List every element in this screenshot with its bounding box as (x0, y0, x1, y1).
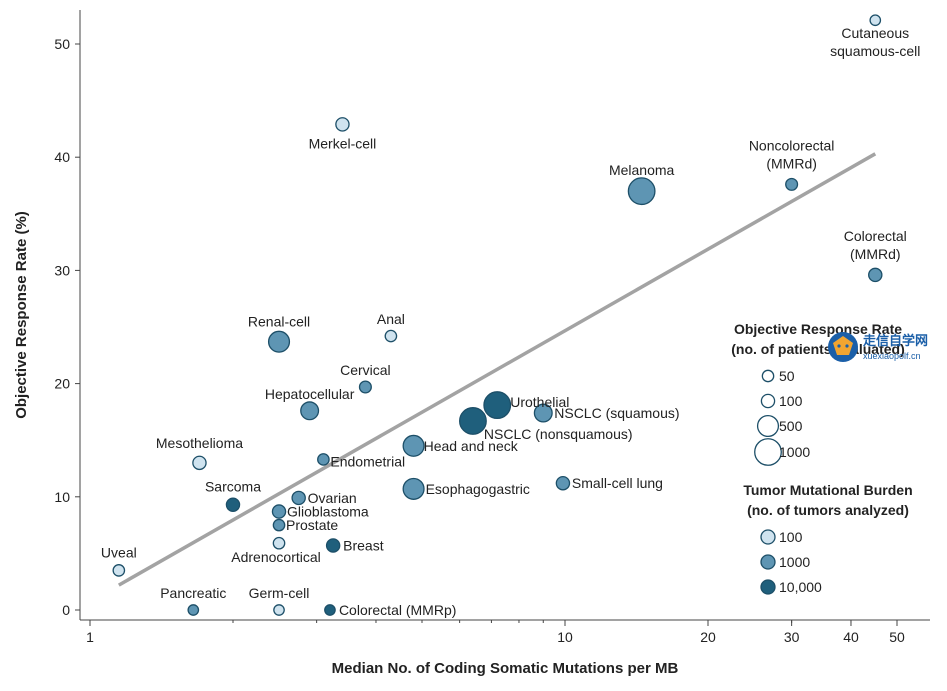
y-axis-title: Objective Response Rate (%) (13, 211, 30, 419)
point-label: Urothelial (510, 394, 569, 410)
y-tick-label: 10 (54, 489, 70, 505)
point-label: Cervical (340, 362, 391, 378)
legend-size-marker (754, 438, 782, 466)
legend-color-label: 1000 (779, 554, 810, 570)
data-point (335, 117, 350, 132)
point-label: Adrenocortical (231, 549, 321, 565)
point-label: Prostate (286, 517, 338, 533)
point-label: Cutaneous squamous-cell (830, 25, 920, 59)
x-tick-label: 1 (86, 629, 94, 645)
data-point (785, 177, 799, 191)
point-label: NSCLC (nonsquamous) (484, 426, 633, 442)
x-axis-title: Median No. of Coding Somatic Mutations p… (332, 660, 679, 677)
legend-size-title: Objective Response Rate (734, 321, 902, 337)
data-point (555, 475, 571, 491)
data-point (273, 604, 285, 616)
data-point (402, 477, 425, 500)
data-point (300, 401, 320, 421)
point-label: Glioblastoma (287, 504, 369, 520)
x-tick-label: 10 (557, 629, 573, 645)
data-point (869, 14, 882, 27)
point-label: Mesothelioma (156, 435, 243, 451)
point-label: Germ-cell (249, 585, 310, 601)
point-label: Anal (377, 311, 405, 327)
point-label: Endometrial (330, 453, 405, 469)
y-tick-label: 0 (62, 602, 70, 618)
legend-color-marker (760, 554, 776, 570)
x-tick-label: 40 (843, 629, 859, 645)
data-point (325, 538, 341, 553)
data-point (225, 497, 241, 512)
data-point (483, 391, 512, 420)
legend-color-marker (760, 579, 776, 595)
legend-color-title: (no. of tumors analyzed) (747, 502, 909, 518)
data-point (384, 329, 398, 343)
point-label: Colorectal (MMRd) (844, 228, 907, 262)
point-label: Esophagogastric (426, 481, 530, 497)
data-point (291, 490, 306, 506)
data-point (267, 330, 291, 353)
regression-fit-line (117, 152, 877, 587)
y-tick-label: 40 (54, 149, 70, 165)
x-tick-label: 30 (784, 629, 800, 645)
point-label: Colorectal (MMRp) (339, 602, 456, 618)
watermark-text: 走信自学网 (863, 333, 928, 348)
y-tick-label: 20 (54, 376, 70, 392)
point-label: Head and neck (424, 438, 519, 454)
point-label: Small-cell lung (572, 475, 663, 491)
point-label: Hepatocellular (265, 386, 355, 402)
tick-labels: 0 10 20 30 40 50 1 10 20 30 40 50 (54, 36, 905, 645)
data-point (112, 564, 126, 577)
x-tick-label: 50 (889, 629, 905, 645)
data-point (868, 267, 883, 283)
point-label: Sarcoma (205, 479, 261, 495)
data-point (324, 604, 336, 616)
point-label: Breast (343, 537, 384, 553)
legend-size-title: (no. of patients evaluated) (731, 341, 904, 357)
point-label: Ovarian (308, 490, 357, 506)
legend-size-label: 500 (779, 418, 803, 434)
y-tick-label: 30 (54, 262, 70, 278)
watermark-logo: 走信自学网 xuexiaopolf.cn (828, 332, 928, 362)
data-point (402, 434, 425, 457)
legend: Objective Response Rate (no. of patients … (731, 321, 912, 595)
axes (79, 10, 930, 621)
legend-color-label: 100 (779, 529, 803, 545)
legend-size-label: 50 (779, 368, 795, 384)
legend-color-label: 10,000 (779, 579, 822, 595)
data-point (271, 504, 287, 519)
point-label: Renal-cell (248, 314, 310, 330)
point-label: Melanoma (609, 162, 675, 178)
point-label: Noncolorectal (MMRd) (749, 137, 835, 171)
data-point (192, 455, 207, 471)
data-point (187, 604, 200, 616)
legend-color-title: Tumor Mutational Burden (743, 482, 912, 498)
data-point (627, 177, 656, 206)
data-point (272, 536, 286, 550)
point-labels: Cutaneous squamous-cell Merkel-cell Melanom… (101, 25, 920, 618)
y-tick-label: 50 (54, 36, 70, 52)
legend-size-marker (760, 393, 776, 409)
legend-color-marker (760, 529, 776, 545)
point-label: Pancreatic (160, 585, 226, 601)
data-point (317, 453, 330, 466)
legend-size-marker (756, 414, 780, 438)
data-point (533, 403, 553, 423)
data-point (272, 518, 286, 532)
legend-size-label: 1000 (779, 444, 810, 460)
point-label: NSCLC (squamous) (554, 405, 679, 421)
legend-size-label: 100 (779, 393, 803, 409)
x-tick-label: 20 (700, 629, 716, 645)
data-point (358, 380, 372, 394)
point-label: Merkel-cell (309, 135, 377, 151)
point-label: Uveal (101, 544, 137, 560)
data-points (112, 14, 883, 616)
legend-size-marker (761, 369, 775, 383)
watermark-subtext: xuexiaopolf.cn (863, 351, 921, 361)
data-point (459, 407, 487, 435)
